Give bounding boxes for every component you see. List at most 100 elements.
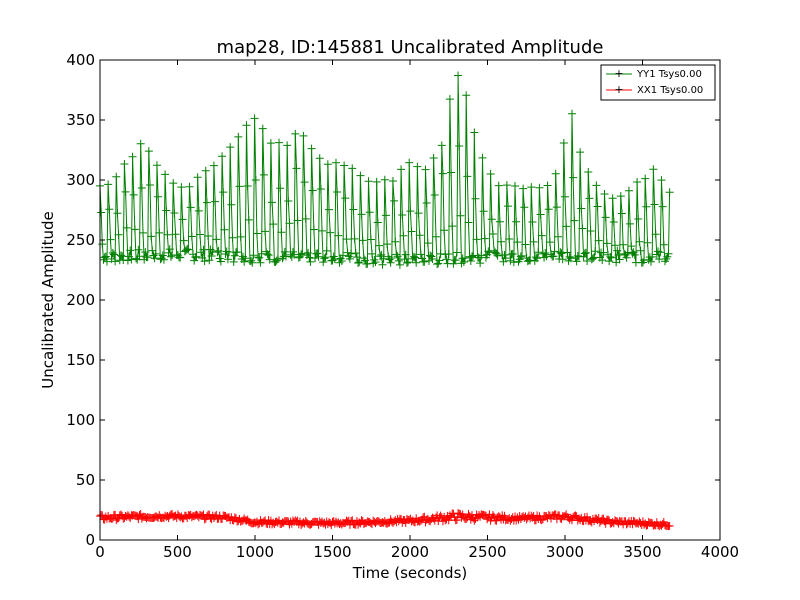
series-yy1-point bbox=[570, 216, 579, 225]
series-yy1-point bbox=[572, 257, 581, 266]
series-yy1-point bbox=[580, 249, 589, 258]
series-yy1-point bbox=[386, 258, 395, 267]
series-yy1-point bbox=[602, 239, 611, 248]
series-yy1-point bbox=[456, 211, 465, 220]
series-yy1-point bbox=[243, 181, 252, 190]
plot-layer bbox=[96, 71, 674, 531]
y-tick-label: 250 bbox=[66, 231, 95, 249]
series-yy1-point bbox=[291, 129, 300, 138]
series-yy1-point bbox=[545, 238, 554, 247]
y-tick-label: 100 bbox=[66, 411, 95, 429]
series-yy1-point bbox=[610, 241, 619, 250]
series-yy1-point bbox=[216, 257, 225, 266]
series-yy1-point bbox=[311, 254, 320, 263]
series-yy1-point bbox=[143, 253, 152, 262]
series-yy1-point bbox=[397, 165, 406, 174]
series-yy1-point bbox=[368, 249, 377, 258]
x-tick-label: 3000 bbox=[546, 543, 584, 561]
series-yy1-point bbox=[477, 251, 486, 260]
x-tick-label: 2000 bbox=[391, 543, 429, 561]
series-yy1-point bbox=[213, 248, 222, 257]
series-yy1-point bbox=[549, 252, 558, 261]
series-yy1-point bbox=[551, 169, 560, 178]
series-yy1-point bbox=[444, 249, 453, 258]
series-yy1-point bbox=[163, 230, 172, 239]
series-yy1-point bbox=[112, 172, 121, 181]
series-yy1-point bbox=[391, 237, 400, 246]
series-yy1-point bbox=[608, 194, 617, 203]
series-yy1-point bbox=[464, 218, 473, 227]
series-yy1-point bbox=[183, 245, 192, 254]
series-yy1-point bbox=[504, 202, 513, 211]
series-yy1-point bbox=[454, 71, 463, 80]
series-yy1-point bbox=[578, 224, 587, 233]
series-yy1-point bbox=[350, 234, 359, 243]
series-yy1-point bbox=[414, 209, 423, 218]
series-yy1-point bbox=[264, 251, 273, 260]
series-yy1-point bbox=[586, 226, 595, 235]
series-yy1-point bbox=[559, 139, 568, 148]
series-yy1-point bbox=[402, 258, 411, 267]
series-yy1-point bbox=[195, 230, 204, 239]
series-yy1-point bbox=[259, 170, 268, 179]
series-yy1-point bbox=[658, 202, 667, 211]
series-yy1-point bbox=[567, 109, 576, 118]
chart-title: map28, ID:145881 Uncalibrated Amplitude bbox=[217, 37, 604, 58]
series-yy1-point bbox=[375, 241, 383, 250]
series-yy1-point bbox=[122, 223, 131, 232]
series-yy1-point bbox=[366, 235, 375, 244]
series-yy1-point bbox=[648, 252, 657, 261]
series-yy1-point bbox=[313, 249, 322, 258]
series-yy1-point bbox=[321, 253, 330, 262]
series-yy1-point bbox=[252, 229, 261, 238]
series-yy1-point bbox=[641, 174, 650, 183]
series-xx1-markers bbox=[96, 509, 674, 531]
series-yy1-point bbox=[276, 184, 285, 193]
series-yy1-point bbox=[218, 152, 227, 161]
series-xx1-point bbox=[452, 515, 461, 524]
series-yy1-point bbox=[505, 234, 514, 243]
series-yy1-point bbox=[341, 194, 350, 203]
series-yy1-point bbox=[448, 222, 457, 231]
series-yy1-point bbox=[488, 230, 497, 239]
series-xx1-point bbox=[483, 515, 492, 524]
series-yy1-point bbox=[111, 257, 120, 266]
series-yy1-point bbox=[136, 139, 145, 148]
series-yy1-point bbox=[511, 182, 520, 191]
series-yy1-point bbox=[352, 253, 361, 262]
series-yy1-point bbox=[315, 154, 324, 163]
series-yy1-point bbox=[326, 228, 335, 237]
series-yy1-point bbox=[598, 256, 607, 265]
series-yy1-point bbox=[144, 147, 153, 156]
series-yy1-point bbox=[659, 240, 668, 249]
series-yy1-point bbox=[455, 141, 464, 150]
series-yy1-point bbox=[349, 205, 358, 214]
series-yy1-point bbox=[636, 246, 645, 255]
y-axis-label: Uncalibrated Amplitude bbox=[39, 211, 57, 388]
series-yy1-point bbox=[440, 226, 449, 235]
series-yy1-point bbox=[171, 230, 180, 239]
series-yy1-point bbox=[322, 246, 331, 255]
series-yy1-point bbox=[569, 173, 578, 182]
series-yy1-point bbox=[398, 210, 407, 219]
series-yy1-point bbox=[201, 166, 210, 175]
series-yy1-point bbox=[429, 154, 438, 163]
series-yy1-point bbox=[212, 235, 221, 244]
series-yy1-point bbox=[220, 225, 229, 234]
series-yy1-point bbox=[643, 238, 652, 247]
series-yy1-point bbox=[119, 255, 128, 264]
series-yy1-point bbox=[471, 194, 480, 203]
series-yy1-point bbox=[533, 254, 542, 263]
series-yy1-point bbox=[633, 177, 642, 186]
series-yy1-point bbox=[626, 219, 635, 228]
series-yy1-point bbox=[476, 259, 485, 268]
series-yy1-point bbox=[248, 258, 257, 267]
series-yy1-point bbox=[435, 256, 444, 265]
legend: + YY1 Tsys0.00 + XX1 Tsys0.00 bbox=[600, 64, 716, 101]
series-yy1-point bbox=[412, 258, 421, 267]
series-yy1-point bbox=[347, 249, 356, 258]
series-yy1-point bbox=[263, 250, 272, 259]
series-yy1-point bbox=[152, 161, 161, 170]
series-yy1-point bbox=[535, 183, 544, 192]
legend-label-yy1: YY1 Tsys0.00 bbox=[636, 69, 702, 80]
